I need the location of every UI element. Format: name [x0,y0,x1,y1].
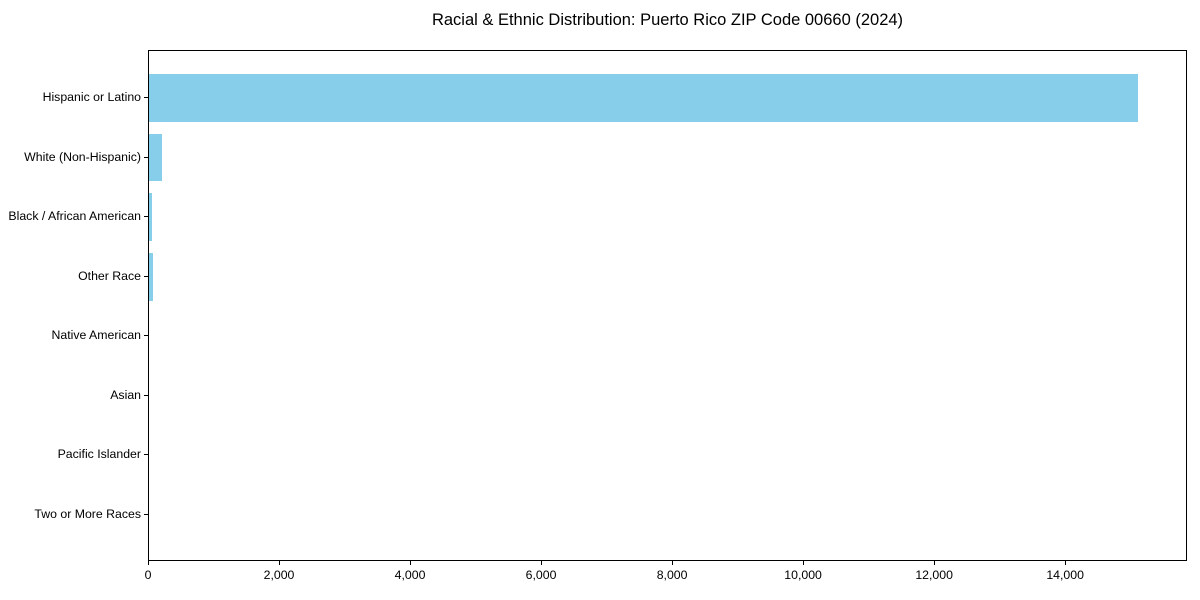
x-tick-mark [803,561,805,565]
x-tick-mark [1065,561,1067,565]
y-tick-mark [144,335,148,337]
x-tick-mark [410,561,412,565]
y-tick-label: White (Non-Hispanic) [24,149,141,164]
x-tick-label: 12,000 [915,568,953,582]
y-tick-mark [144,394,148,396]
y-tick-mark [144,156,148,158]
y-tick-label: Hispanic or Latino [42,90,141,105]
x-tick-label: 0 [144,568,152,582]
y-tick-label: Black / African American [8,209,141,224]
x-tick-mark [148,561,149,565]
x-tick-mark [934,561,936,565]
x-tick-label: 4,000 [394,568,426,582]
x-tick-label: 6,000 [525,568,557,582]
bar-other-race [149,252,153,301]
y-tick-mark [144,275,148,277]
y-tick-label: Other Race [78,268,141,283]
y-tick-label: Pacific Islander [57,447,141,462]
x-tick-label: 10,000 [784,568,822,582]
x-tick-label: 8,000 [656,568,688,582]
chart-title: Racial & Ethnic Distribution: Puerto Ric… [431,11,904,29]
x-tick-mark [279,561,281,565]
y-tick-mark [144,97,148,99]
y-tick-label: Two or More Races [34,506,141,521]
x-tick-mark [541,561,543,565]
plot-area [148,50,1187,561]
bar-white-non-hispanic [149,133,162,182]
x-tick-label: 14,000 [1046,568,1084,582]
x-tick-label: 2,000 [263,568,295,582]
y-tick-mark [144,454,148,456]
bar-hispanic-or-latino [149,74,1138,122]
x-tick-mark [672,561,674,565]
y-tick-mark [144,513,148,515]
y-tick-label: Asian [110,387,141,402]
y-tick-mark [144,216,148,218]
bar-black-african-american [149,193,152,241]
y-tick-label: Native American [51,328,141,343]
